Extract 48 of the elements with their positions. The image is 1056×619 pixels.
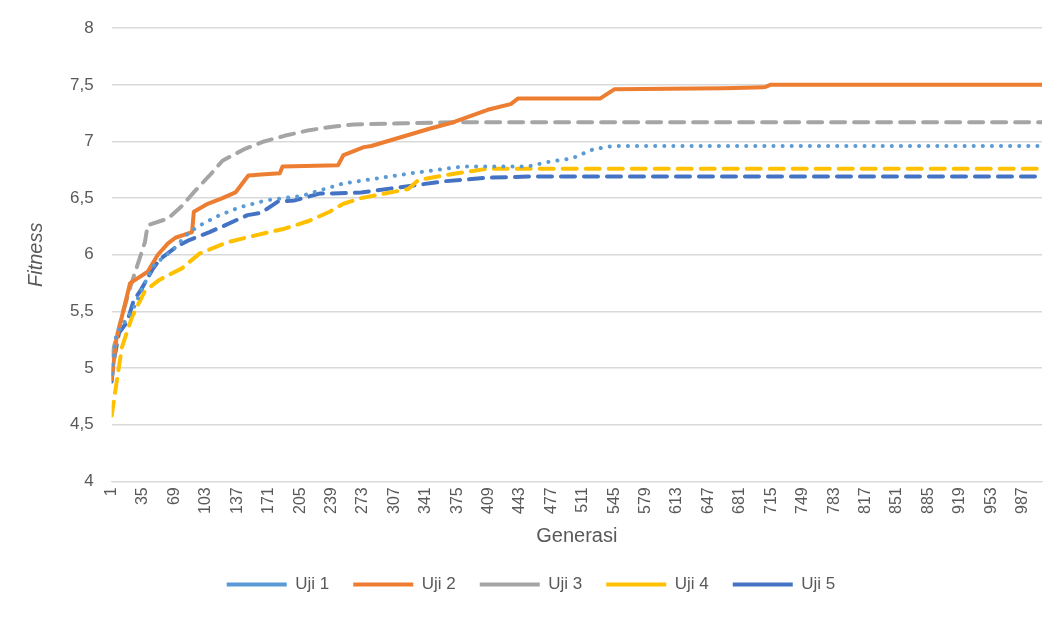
x-tick-label: 103 [196,487,214,515]
x-tick-label: 409 [478,487,496,515]
x-tick-label: 273 [353,487,371,515]
x-tick-label: 375 [447,487,465,515]
x-tick-label: 171 [259,487,277,515]
legend-label: Uji 1 [295,574,330,594]
line-series [111,166,1042,418]
legend-label: Uji 4 [674,574,709,594]
y-tick-label: 7,5 [69,74,94,94]
x-tick-label: 885 [918,487,936,515]
x-tick-label: 443 [510,487,528,515]
y-tick-label: 4 [84,470,94,490]
legend-label: Uji 2 [421,574,456,594]
legend-label: Uji 5 [801,574,836,594]
x-tick-label: 613 [667,487,685,515]
x-tick-label: 817 [855,487,873,515]
x-tick-label: 69 [164,487,182,506]
x-tick-label: 239 [321,487,339,515]
x-tick-label: 987 [1013,487,1030,515]
x-tick-label: 341 [416,487,434,515]
x-tick-label: 545 [604,487,622,515]
y-tick-label: 5,5 [69,301,94,321]
x-tick-label: 783 [824,487,842,515]
line-series [111,144,1042,376]
x-tick-label: 477 [541,487,559,515]
x-tick-label: 511 [573,487,591,513]
x-tick-label: 1 [102,487,120,497]
y-tick-label: 8 [84,17,94,37]
x-axis-title: Generasi [536,523,618,546]
y-tick-label: 4,5 [69,414,94,434]
x-tick-label: 715 [761,487,779,515]
y-axis-title: Fitness [23,222,46,287]
y-tick-label: 6,5 [69,187,94,207]
y-tick-label: 7 [84,131,94,151]
y-tick-label: 6 [84,244,94,264]
legend-label: Uji 3 [548,574,583,594]
x-tick-label: 307 [384,487,402,515]
x-tick-label: 579 [636,487,654,515]
x-tick-label: 137 [227,487,245,515]
x-tick-label: 851 [887,487,905,515]
x-tick-label: 205 [290,487,308,515]
x-tick-label: 681 [730,487,748,515]
x-tick-label: 749 [793,487,811,515]
y-tick-label: 5 [84,357,94,377]
x-tick-label: 953 [981,487,999,515]
x-tick-label: 647 [698,487,716,515]
x-tick-label: 919 [950,487,968,515]
x-tick-label: 35 [133,487,151,506]
